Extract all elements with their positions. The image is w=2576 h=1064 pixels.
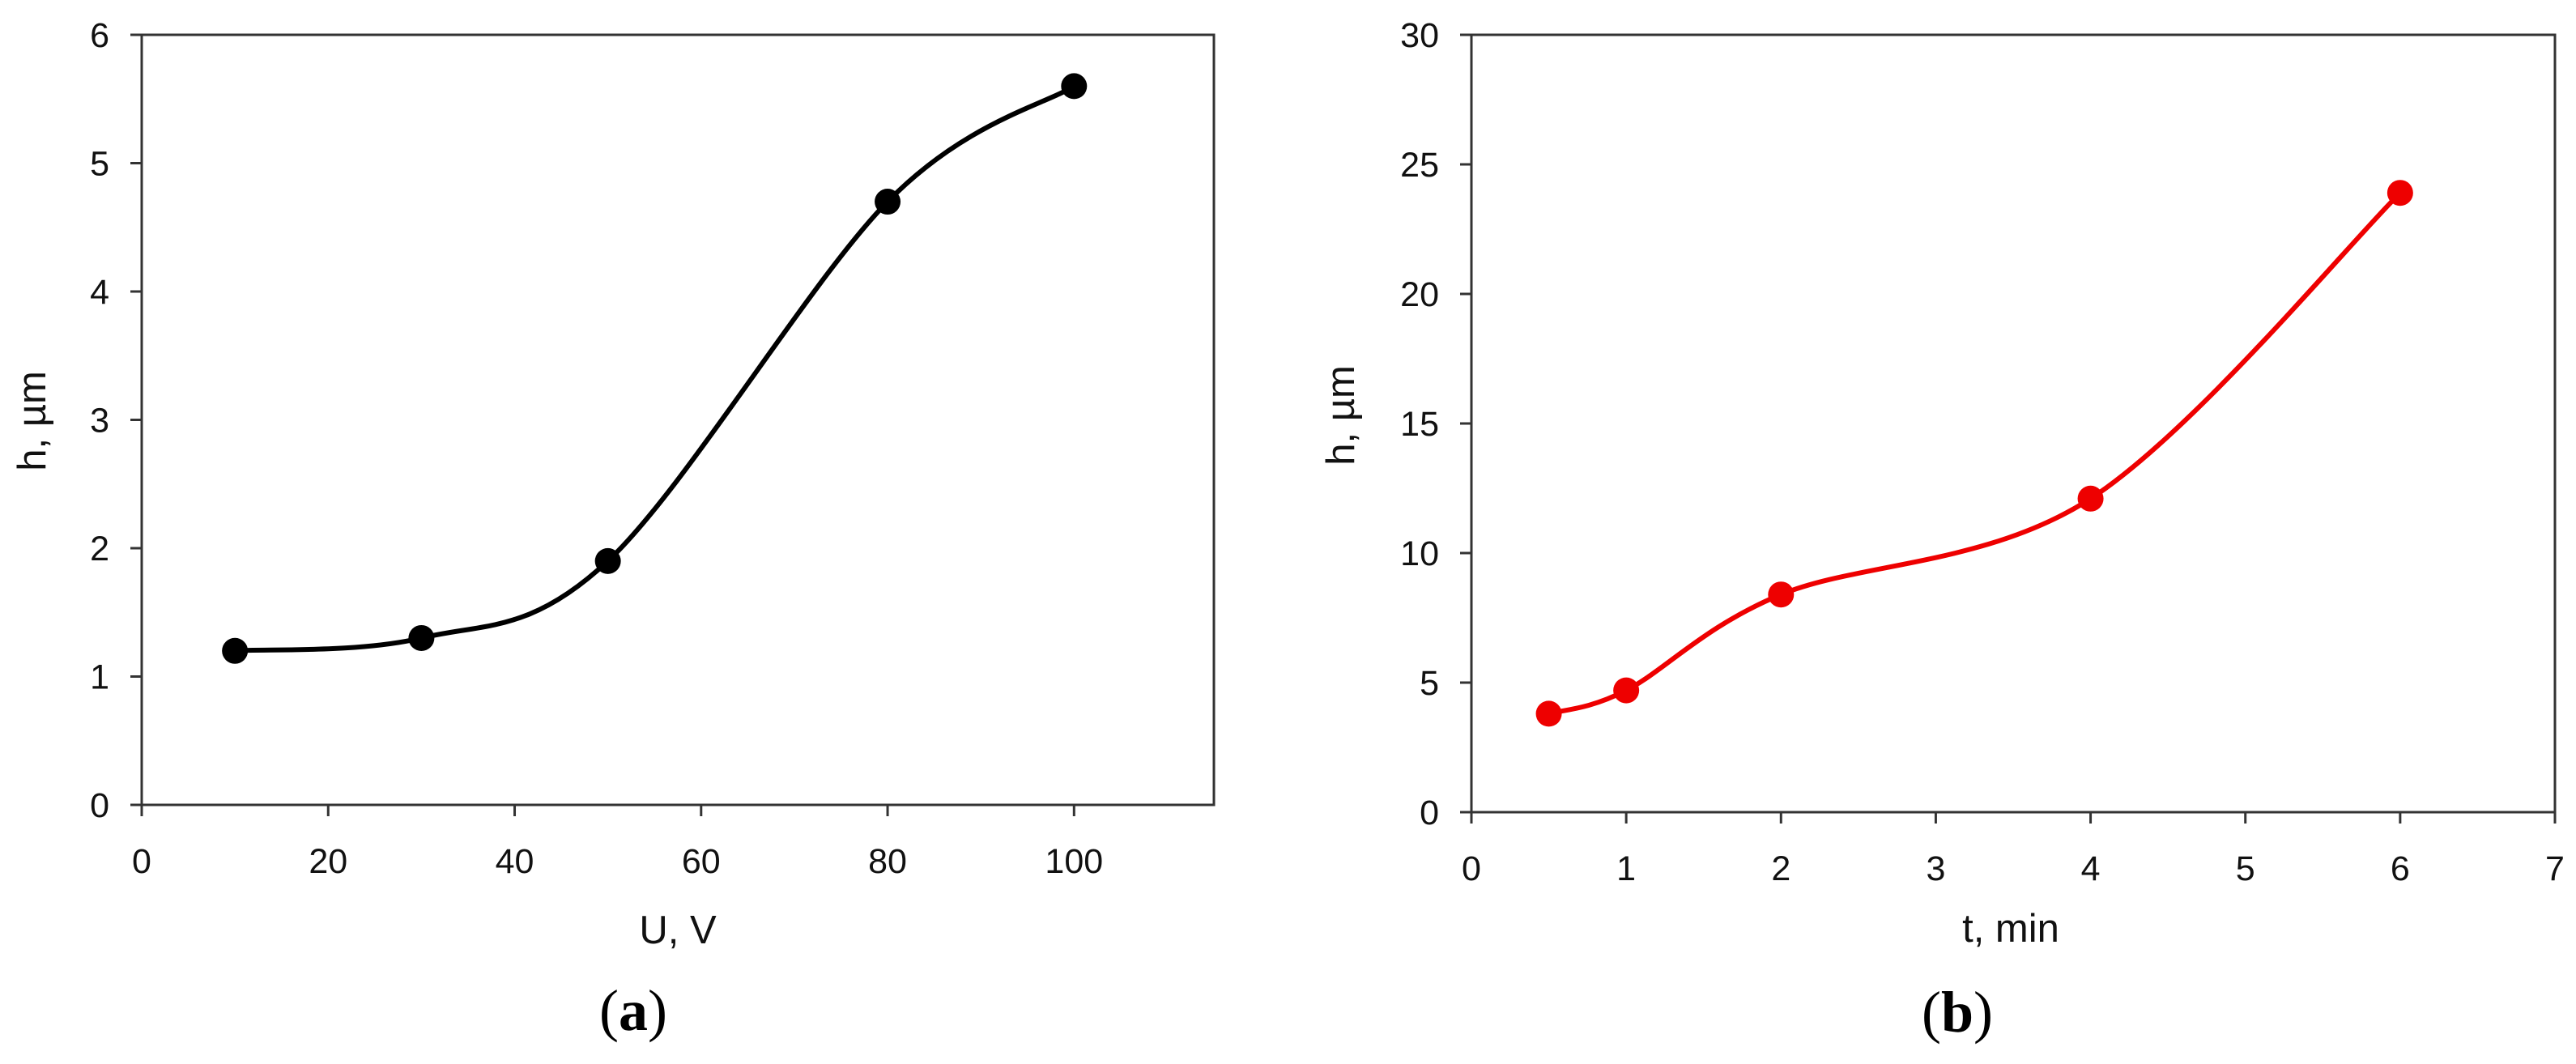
x-tick-label: 80 [868,842,907,881]
panel-caption-b: (b) [1922,980,1993,1045]
x-tick-label: 7 [2545,849,2565,888]
caption-letter: b [1941,980,1974,1045]
caption-open-paren: ( [1922,980,1941,1045]
x-tick-label: 60 [682,842,721,881]
data-point-marker [1768,581,1795,608]
caption-letter: a [619,978,648,1043]
y-tick-label: 1 [90,658,109,697]
y-tick-label: 2 [90,530,109,568]
data-point-marker [1613,677,1640,704]
caption-open-paren: ( [599,978,619,1043]
y-tick-label: 30 [1400,16,1439,55]
x-tick-label: 4 [2081,849,2101,888]
data-point-marker [2077,485,2104,512]
x-tick-label: 3 [1926,849,1945,888]
data-point-marker [1535,700,1562,727]
panel-caption-a: (a) [599,978,667,1043]
y-tick-label: 6 [90,16,109,55]
data-markers [222,73,1088,664]
x-tick-label: 6 [2391,849,2410,888]
data-point-marker [408,624,435,651]
data-point-marker [875,189,901,215]
y-axis-title: h, µm [1319,365,1363,466]
data-point-marker [222,637,249,664]
data-curve [234,83,1075,653]
x-tick-label: 0 [132,842,151,881]
y-tick-label: 0 [90,786,109,825]
data-point-marker [2387,180,2413,206]
y-tick-label: 15 [1400,405,1439,444]
data-point-marker [594,547,621,574]
caption-close-paren: ) [648,978,667,1043]
chart-panel-a: 0 20 40 60 80 100 0 1 2 3 4 5 6 U, V h, µm (a) [11,16,1216,1043]
axis-ticks: 0 1 2 3 4 5 6 7 0 5 10 15 20 25 30 [1400,16,2565,888]
caption-close-paren: ) [1974,980,1993,1045]
x-tick-label: 1 [1616,849,1636,888]
y-tick-label: 4 [90,273,109,312]
x-tick-label: 100 [1045,842,1103,881]
plot-frame [1470,33,2557,814]
x-tick-label: 2 [1771,849,1790,888]
axis-ticks: 0 20 40 60 80 100 0 1 2 3 4 5 6 [90,16,1103,881]
y-tick-label: 10 [1400,534,1439,573]
y-tick-label: 0 [1420,794,1439,832]
y-axis-title: h, µm [11,371,54,471]
x-axis-title: U, V [639,909,717,952]
data-markers [1535,180,2413,727]
y-tick-label: 20 [1400,275,1439,314]
x-tick-label: 5 [2236,849,2255,888]
y-tick-label: 3 [90,402,109,440]
y-tick-label: 25 [1400,146,1439,185]
x-axis-title: t, min [1962,907,2059,951]
x-tick-label: 20 [309,842,347,881]
y-tick-label: 5 [90,145,109,184]
y-tick-label: 5 [1420,664,1439,703]
x-tick-label: 0 [1462,849,1481,888]
x-tick-label: 40 [496,842,534,881]
chart-panel-b: 0 1 2 3 4 5 6 7 0 5 10 15 20 25 30 t, min h, µm (b) [1319,16,2565,1045]
data-curve [1548,191,2402,717]
data-point-marker [1061,73,1088,100]
plot-frame [140,33,1216,807]
